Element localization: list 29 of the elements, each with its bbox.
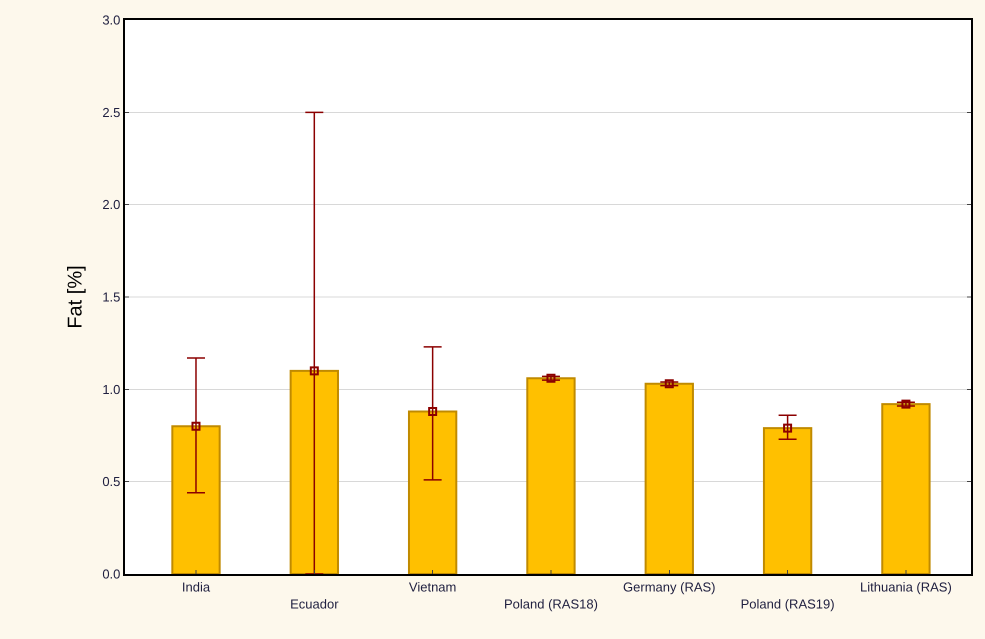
point [310,366,319,376]
y-tick-label: 1.5 [102,290,120,305]
x-tick-label: Lithuania (RAS) [860,580,952,595]
bar [644,382,694,574]
bar [762,427,812,574]
x-tick-label: Ecuador [290,596,340,612]
y-tick-label: 1.0 [102,382,120,397]
bar [881,403,931,574]
x-tick-label: India [182,580,211,595]
point [664,379,674,388]
y-tick-label: 2.5 [102,104,120,120]
point [546,374,556,383]
point [901,400,910,409]
x-tick-label: Vietnam [408,580,456,595]
y-tick-label: 3.0 [102,12,120,28]
bar [290,370,339,574]
y-tick-label: 0.0 [102,566,120,582]
bar [526,377,576,574]
x-tick-label: Poland (RAS18) [504,596,598,612]
bar [171,425,221,574]
x-tick-label: Poland (RAS19) [740,596,835,612]
bar [408,410,458,574]
y-tick-label: 2.0 [102,197,120,212]
y-tick-label: 0.5 [102,474,120,490]
x-tick-label: Germany (RAS) [623,580,716,595]
y-axis-title: Fat [%] [64,265,86,329]
point [428,406,438,416]
point [191,422,200,431]
point [783,424,792,433]
